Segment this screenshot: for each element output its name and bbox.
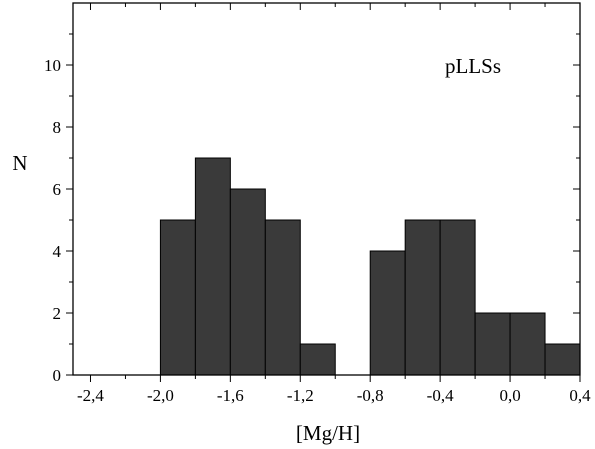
ticks-group	[66, 3, 581, 382]
y-tick-label: 6	[53, 180, 62, 199]
x-tick-label: -1,2	[287, 386, 314, 405]
x-axis-title: [Mg/H]	[296, 421, 360, 445]
x-tick-label: -2,0	[147, 386, 174, 405]
histogram-bar	[439, 219, 476, 376]
x-tick-label: 0,4	[569, 386, 591, 405]
y-tick-label: 2	[53, 304, 62, 323]
histogram-bar	[229, 188, 266, 376]
histogram-bar	[474, 312, 511, 376]
x-tick-label: -2,4	[77, 386, 104, 405]
x-tick-label: -1,6	[217, 386, 244, 405]
y-tick-label: 4	[53, 242, 62, 261]
bars-group	[159, 157, 581, 376]
x-tick-label: -0,4	[427, 386, 454, 405]
y-tick-label: 8	[53, 118, 62, 137]
histogram-bar	[194, 157, 231, 376]
plot-frame	[72, 2, 581, 376]
y-axis-title: N	[12, 151, 27, 175]
histogram-bar	[299, 343, 336, 376]
histogram-bar	[404, 219, 441, 376]
x-tick-label: 0,0	[499, 386, 520, 405]
x-tick-label: -0,8	[357, 386, 384, 405]
y-tick-label: 10	[44, 56, 61, 75]
tick-labels-group: -2,4 -2,0 -1,6 -1,2 -0,8 -0,4 0,0 0,4 0 2 4 6 8 10	[44, 56, 591, 405]
annotation-label: pLLSs	[445, 54, 501, 78]
histogram-bar	[264, 219, 301, 376]
y-tick-label: 0	[53, 366, 62, 385]
histogram-bar	[159, 219, 196, 376]
histogram-bar	[544, 343, 581, 376]
histogram-bar	[509, 312, 546, 376]
histogram-bar	[369, 250, 406, 376]
